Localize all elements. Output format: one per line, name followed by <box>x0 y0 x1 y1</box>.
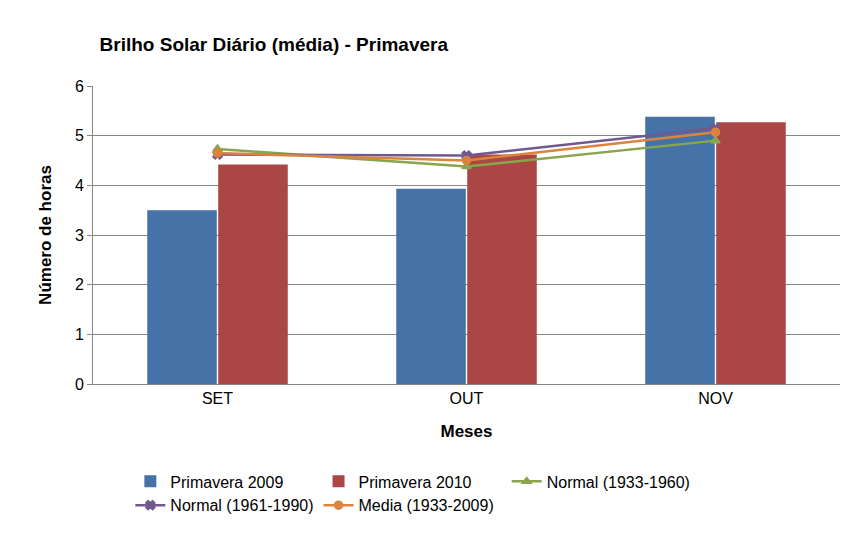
svg-text:5: 5 <box>75 127 84 144</box>
svg-text:SET: SET <box>202 390 233 407</box>
svg-text:Primavera 2010: Primavera 2010 <box>359 474 472 491</box>
svg-text:Normal (1933-1960): Normal (1933-1960) <box>547 474 690 491</box>
svg-text:Brilho Solar Diário (média) -: Brilho Solar Diário (média) - Primavera <box>100 34 449 55</box>
svg-text:3: 3 <box>75 227 84 244</box>
svg-text:Primavera 2009: Primavera 2009 <box>170 474 283 491</box>
svg-text:Número de horas: Número de horas <box>36 165 55 305</box>
svg-text:2: 2 <box>75 276 84 293</box>
svg-text:6: 6 <box>75 78 84 95</box>
svg-text:4: 4 <box>75 177 84 194</box>
svg-text:Media (1933-2009): Media (1933-2009) <box>359 497 494 514</box>
svg-text:1: 1 <box>75 326 84 343</box>
svg-text:Meses: Meses <box>441 422 493 441</box>
svg-text:NOV: NOV <box>698 390 733 407</box>
svg-text:0: 0 <box>75 376 84 393</box>
svg-text:Normal (1961-1990): Normal (1961-1990) <box>170 497 313 514</box>
svg-text:OUT: OUT <box>450 390 484 407</box>
